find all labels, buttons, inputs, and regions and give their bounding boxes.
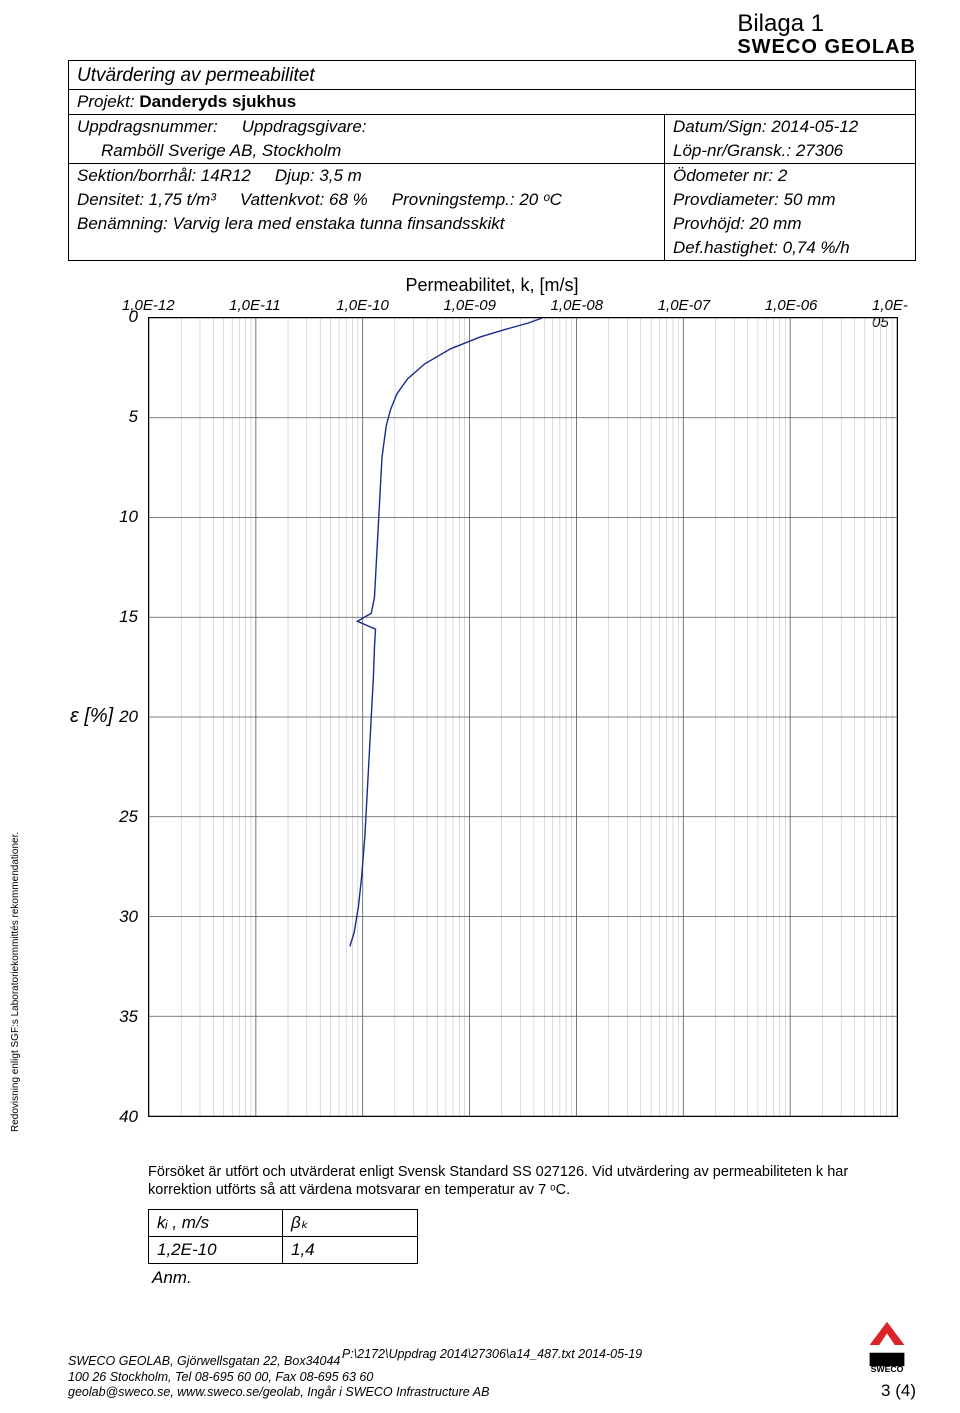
page-number: 3 (4) xyxy=(858,1381,916,1401)
header-right-row: Provhöjd: 20 mm xyxy=(665,212,915,236)
header-right-row: Def.hastighet: 0,74 %/h xyxy=(665,236,915,260)
anm-label: Anm. xyxy=(152,1268,916,1288)
header-cell: Densitet: 1,75 t/m³ xyxy=(77,190,216,210)
header-left-row: Benämning: Varvig lera med enstaka tunna… xyxy=(69,212,664,236)
header-grid: Uppdragsnummer: Uppdragsgivare: Ramböll Sv… xyxy=(69,115,915,260)
header-right-row: Ödometer nr: 2 xyxy=(665,164,915,188)
header-cell: Djup: 3,5 m xyxy=(275,166,362,186)
coef-beta-value: 1,4 xyxy=(283,1237,417,1263)
side-credit-text: Redovisning enligt SGF:s Laboratoriekomm… xyxy=(10,832,21,1132)
y-tick-label: 5 xyxy=(88,407,138,427)
x-tick-label: 1,0E-11 xyxy=(229,297,280,314)
header-cell: Ramböll Sverige AB, Stockholm xyxy=(101,141,341,161)
plot-area xyxy=(148,317,898,1117)
header-left-row: Densitet: 1,75 t/m³ Vattenkvot: 68 % Provn… xyxy=(69,188,664,212)
y-axis-epsilon-label: ε [%] xyxy=(70,705,113,728)
chart-title: Permeabilitet, k, [m/s] xyxy=(68,275,916,296)
plot-svg xyxy=(149,318,897,1116)
header-cell: Sektion/borrhål: 14R12 xyxy=(77,166,251,186)
footer-left-text: SWECO GEOLAB, Gjörwellsgatan 22, Box3404… xyxy=(68,1354,489,1401)
brand-name: SWECO GEOLAB xyxy=(737,36,916,59)
header-left-row: Ramböll Sverige AB, Stockholm xyxy=(69,139,664,164)
report-page: Bilaga 1 SWECO GEOLAB Utvärdering av per… xyxy=(0,0,960,1413)
y-tick-label: 0 xyxy=(88,307,138,327)
x-tick-label: 1,0E-09 xyxy=(443,297,496,314)
header-cell: Uppdragsnummer: xyxy=(77,117,218,137)
header-left-row: Uppdragsnummer: Uppdragsgivare: xyxy=(69,115,664,139)
header-right-row: Provdiameter: 50 mm xyxy=(665,188,915,212)
y-tick-label: 35 xyxy=(88,1007,138,1027)
y-tick-label: 10 xyxy=(88,507,138,527)
header-right-row: Löp-nr/Gransk.: 27306 xyxy=(665,139,915,164)
header-right-col: Datum/Sign: 2014-05-12Löp-nr/Gransk.: 27… xyxy=(665,115,915,260)
coef-k-label: kᵢ , m/s xyxy=(149,1210,283,1236)
x-tick-label: 1,0E-10 xyxy=(336,297,389,314)
project-value: Danderyds sjukhus xyxy=(139,92,296,111)
coefficient-table: kᵢ , m/s βₖ 1,2E-10 1,4 xyxy=(148,1209,418,1264)
appendix-label: Bilaga 1 xyxy=(737,10,916,38)
coef-beta-label: βₖ xyxy=(283,1210,417,1236)
header-left-row: Sektion/borrhål: 14R12 Djup: 3,5 m xyxy=(69,164,664,188)
header-cell: Provningstemp.: 20 ᵒC xyxy=(392,190,562,210)
y-tick-label: 30 xyxy=(88,907,138,927)
header-right-row: Datum/Sign: 2014-05-12 xyxy=(665,115,915,139)
header-cell: Uppdragsgivare: xyxy=(242,117,367,137)
header-cell: Vattenkvot: 68 % xyxy=(240,190,368,210)
footer-center-text: P:\2172\Uppdrag 2014\27306\a14_487.txt 2… xyxy=(342,1347,642,1361)
chart-container: Permeabilitet, k, [m/s] 1,0E-121,0E-111,… xyxy=(68,279,916,1149)
x-tick-label: 1,0E-07 xyxy=(658,297,711,314)
header-left-col: Uppdragsnummer: Uppdragsgivare: Ramböll Sv… xyxy=(69,115,665,260)
sweco-logo-icon: SWECO xyxy=(858,1316,916,1374)
coef-k-value: 1,2E-10 xyxy=(149,1237,283,1263)
footnote-text: Försöket är utfört och utvärderat enligt… xyxy=(68,1163,916,1199)
header-title: Utvärdering av permeabilitet xyxy=(69,61,915,90)
header-box: Utvärdering av permeabilitet Projekt: Da… xyxy=(68,60,916,261)
x-tick-label: 1,0E-06 xyxy=(765,297,818,314)
top-right-block: Bilaga 1 SWECO GEOLAB xyxy=(737,10,916,59)
y-tick-label: 25 xyxy=(88,807,138,827)
y-tick-label: 40 xyxy=(88,1107,138,1127)
y-tick-label: 15 xyxy=(88,607,138,627)
x-tick-label: 1,0E-08 xyxy=(551,297,604,314)
footer-right: SWECO 3 (4) xyxy=(858,1316,916,1401)
page-footer: SWECO GEOLAB, Gjörwellsgatan 22, Box3404… xyxy=(68,1316,916,1401)
svg-text:SWECO: SWECO xyxy=(871,1364,904,1374)
header-cell: Benämning: Varvig lera med enstaka tunna… xyxy=(77,214,504,234)
project-label: Projekt: xyxy=(77,92,135,111)
project-row: Projekt: Danderyds sjukhus xyxy=(69,90,915,115)
